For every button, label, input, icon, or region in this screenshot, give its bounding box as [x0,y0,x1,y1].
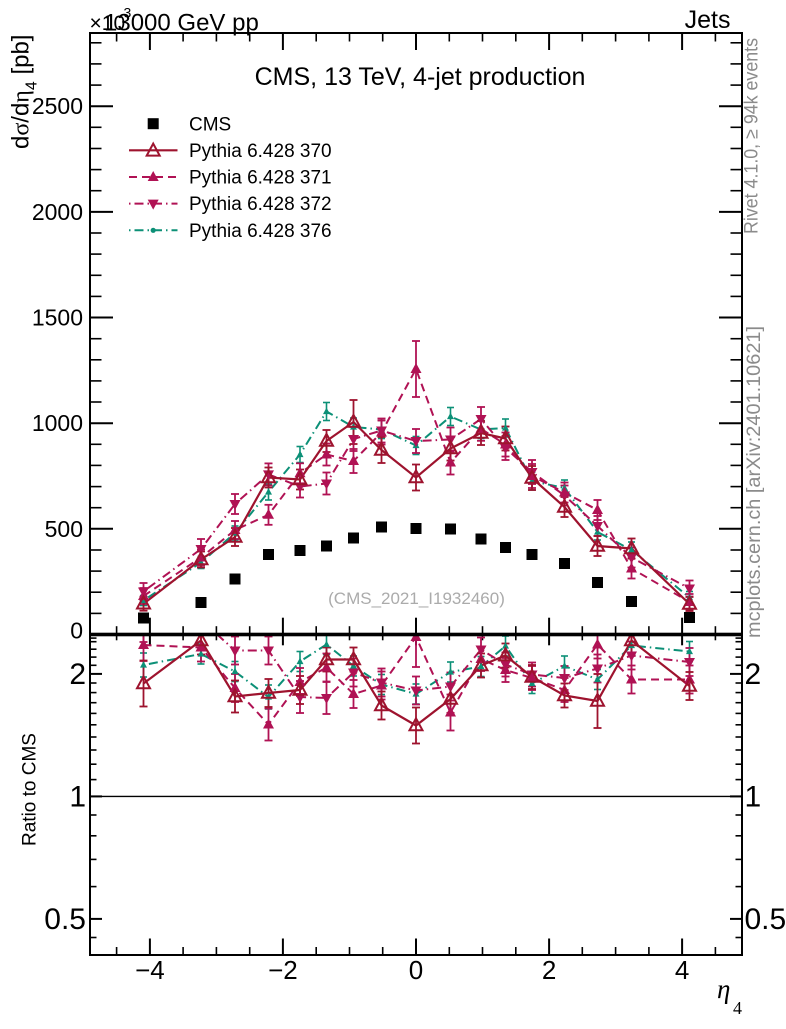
svg-text:13000 GeV pp: 13000 GeV pp [104,10,259,37]
svg-text:2: 2 [745,658,762,691]
svg-text:η: η [717,974,730,1004]
svg-text:2: 2 [542,955,556,985]
svg-text:500: 500 [45,516,83,542]
svg-text:Jets: Jets [685,6,731,34]
svg-text:CMS: CMS [189,114,231,135]
svg-text:0.5: 0.5 [44,903,86,936]
svg-text:1: 1 [745,780,762,813]
svg-text:1500: 1500 [32,305,83,331]
svg-text:4: 4 [675,955,689,985]
svg-text:Pythia 6.428 370: Pythia 6.428 370 [189,141,332,162]
svg-text:−2: −2 [268,955,298,985]
svg-text:4: 4 [733,998,742,1018]
svg-text:0: 0 [70,618,83,644]
svg-text:mcplots.cern.ch [arXiv:2401.10: mcplots.cern.ch [arXiv:2401.10621] [744,326,765,638]
svg-text:2000: 2000 [32,199,83,225]
svg-text:2500: 2500 [32,93,83,119]
svg-text:1000: 1000 [32,410,83,436]
svg-text:2: 2 [69,658,86,691]
svg-text:Pythia 6.428 372: Pythia 6.428 372 [189,194,332,215]
svg-text:0.5: 0.5 [745,903,786,936]
svg-text:1: 1 [69,780,86,813]
svg-text:Rivet 4.1.0, ≥ 94k events: Rivet 4.1.0, ≥ 94k events [742,38,763,234]
svg-text:Pythia 6.428 371: Pythia 6.428 371 [189,168,332,189]
svg-text:(CMS_2021_I1932460): (CMS_2021_I1932460) [328,589,505,608]
svg-text:Pythia 6.428 376: Pythia 6.428 376 [189,221,332,242]
svg-text:Ratio to CMS: Ratio to CMS [20,733,41,846]
svg-text:CMS, 13 TeV, 4-jet production: CMS, 13 TeV, 4-jet production [255,63,586,91]
svg-text:0: 0 [409,955,423,985]
svg-text:−4: −4 [135,955,165,985]
